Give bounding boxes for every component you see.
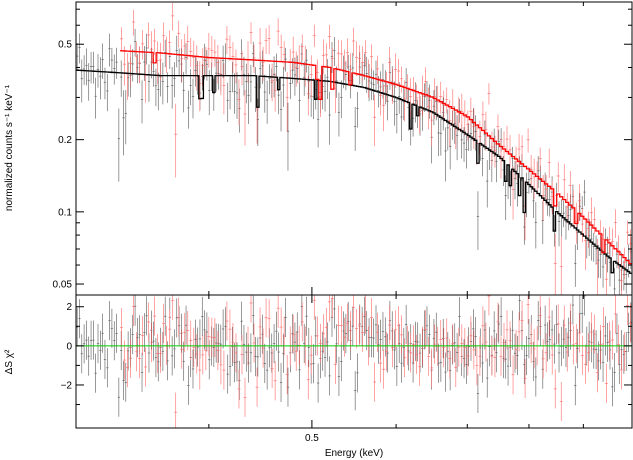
residuals-y-ticks: −2 0 2 (61, 302, 632, 406)
spectrum-y-tick-label: 0.05 (53, 280, 73, 291)
spectrum-series-black-points (76, 28, 632, 295)
spectrum-data (76, 3, 632, 295)
residuals-y-tick-label: −2 (61, 380, 73, 391)
residuals-y-tick-label: 0 (66, 341, 72, 352)
spectrum-frame (75, 1, 633, 296)
residuals-data (76, 295, 632, 428)
spectrum-y-axis-title: normalized counts s⁻¹ keV⁻¹ (4, 84, 15, 211)
x-tick-label: 0.5 (305, 433, 319, 444)
residuals-y-axis-title: ΔS χ² (4, 349, 15, 374)
x-axis-title: Energy (keV) (325, 448, 383, 459)
residuals-x-ticks: 0.5 (75, 295, 633, 444)
spectrum-y-tick-label: 0.2 (58, 135, 72, 146)
spectrum-series-black-model (76, 69, 632, 274)
spectrum-models (76, 50, 632, 274)
residuals-series-red-points (120, 295, 632, 428)
spectrum-y-tick-label: 0.1 (58, 207, 72, 218)
spectrum-panel: 0.05 0.1 0.2 0.5 normalized counts s⁻¹ keV⁻… (4, 1, 633, 296)
residuals-y-tick-label: 2 (66, 302, 72, 313)
spectrum-x-ticks (75, 2, 633, 295)
spectrum-series-red-points (120, 3, 632, 295)
residuals-frame (75, 294, 633, 429)
residuals-series-black-points (76, 295, 632, 417)
spectrum-series-red-model (120, 50, 632, 265)
spectrum-y-ticks: 0.05 0.1 0.2 0.5 (53, 8, 632, 291)
residuals-panel: −2 0 2 0.5 ΔS χ² Energy (keV) (4, 294, 633, 459)
spectrum-y-tick-label: 0.5 (58, 40, 72, 51)
